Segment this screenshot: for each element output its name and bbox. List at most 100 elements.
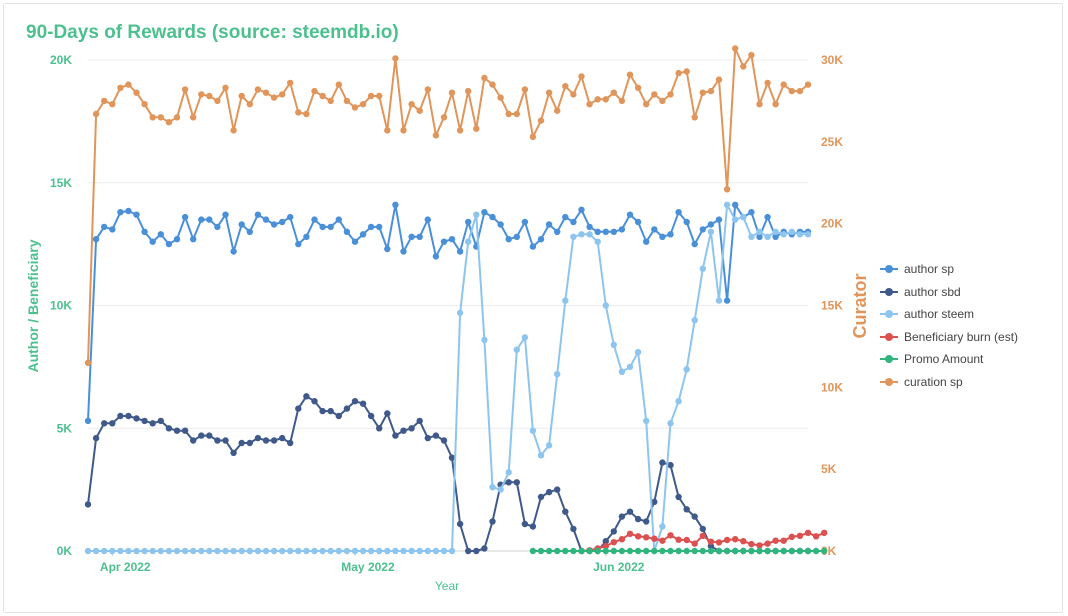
data-point	[384, 410, 391, 417]
legend-item[interactable]: author sp	[880, 258, 1018, 281]
data-point	[319, 407, 326, 415]
data-point	[295, 547, 302, 555]
data-point	[432, 547, 440, 555]
data-point	[238, 547, 245, 555]
data-point	[570, 218, 577, 226]
data-point	[643, 101, 650, 108]
data-point	[691, 513, 698, 520]
data-point	[675, 493, 682, 501]
data-point	[287, 439, 294, 447]
data-point	[772, 537, 779, 544]
data-point	[392, 201, 399, 208]
data-point	[707, 538, 715, 545]
data-point	[465, 238, 472, 245]
data-point	[206, 547, 213, 555]
data-point	[230, 127, 237, 134]
x-tick-label: Apr 2022	[100, 560, 151, 574]
data-point	[691, 540, 698, 547]
data-point	[109, 420, 116, 427]
data-point	[295, 405, 302, 412]
data-point	[254, 547, 262, 555]
data-point	[626, 71, 634, 78]
data-point	[707, 87, 715, 95]
data-point	[448, 547, 456, 555]
data-point	[651, 547, 658, 555]
legend-item[interactable]: author steem	[880, 303, 1018, 326]
data-point	[440, 547, 448, 555]
data-point	[303, 393, 310, 400]
data-point	[222, 437, 229, 444]
data-point	[821, 547, 828, 555]
data-point	[626, 363, 634, 371]
data-point	[173, 547, 181, 555]
data-point	[473, 547, 480, 555]
data-point	[165, 547, 173, 555]
data-point	[602, 228, 609, 235]
legend-swatch	[880, 287, 898, 296]
data-point	[570, 525, 577, 533]
data-point	[562, 213, 569, 221]
data-point	[343, 405, 351, 412]
data-point	[206, 216, 213, 223]
data-point	[230, 248, 237, 255]
data-point	[125, 207, 132, 215]
data-point	[756, 542, 763, 549]
data-point	[92, 434, 100, 442]
right-tick-label: 25K	[821, 135, 843, 149]
data-point	[165, 119, 173, 126]
data-point	[643, 417, 650, 425]
right-tick-label: 5K	[821, 462, 837, 476]
data-point	[400, 248, 407, 255]
data-point	[141, 547, 148, 555]
data-point	[440, 437, 448, 444]
data-point	[513, 110, 520, 118]
data-point	[392, 432, 399, 439]
data-point	[376, 223, 383, 231]
data-point	[537, 493, 545, 501]
data-point	[610, 528, 617, 535]
data-point	[181, 547, 189, 555]
data-point	[432, 253, 440, 260]
legend-swatch	[880, 332, 898, 341]
data-point	[513, 233, 520, 240]
data-point	[659, 97, 666, 105]
data-point	[270, 437, 278, 444]
data-point	[764, 547, 771, 555]
data-point	[764, 233, 771, 240]
data-point	[618, 513, 626, 520]
data-point	[376, 425, 383, 432]
data-point	[165, 240, 173, 248]
data-point	[780, 231, 787, 238]
legend-swatch	[880, 355, 898, 364]
legend-item[interactable]: Promo Amount	[880, 348, 1018, 371]
chart-legend: author sp author sbd author steem Beneficia…	[880, 258, 1018, 393]
data-point	[141, 101, 148, 108]
legend-item[interactable]: author sbd	[880, 281, 1018, 304]
data-point	[473, 125, 480, 132]
series-promo-amount	[529, 547, 828, 555]
data-point	[416, 233, 423, 240]
data-point	[821, 529, 828, 536]
series-line	[87, 47, 809, 363]
data-point	[562, 297, 569, 304]
data-point	[376, 92, 383, 100]
data-point	[529, 133, 537, 141]
data-point	[133, 415, 140, 422]
data-point	[465, 87, 472, 95]
data-point	[359, 101, 367, 108]
data-point	[505, 479, 512, 486]
data-point	[578, 231, 585, 238]
data-point	[521, 334, 529, 341]
data-point	[796, 547, 804, 555]
data-point	[707, 221, 715, 228]
legend-item[interactable]: curation sp	[880, 371, 1018, 394]
data-point	[562, 547, 569, 555]
data-point	[440, 114, 448, 121]
data-point	[497, 94, 504, 101]
left-axis-ticks: 0K 5K 10K 15K 20K	[50, 53, 72, 558]
data-point	[384, 547, 391, 555]
data-point	[723, 186, 731, 193]
data-point	[691, 240, 698, 248]
data-point	[335, 412, 342, 420]
legend-item[interactable]: Beneficiary burn (est)	[880, 326, 1018, 349]
